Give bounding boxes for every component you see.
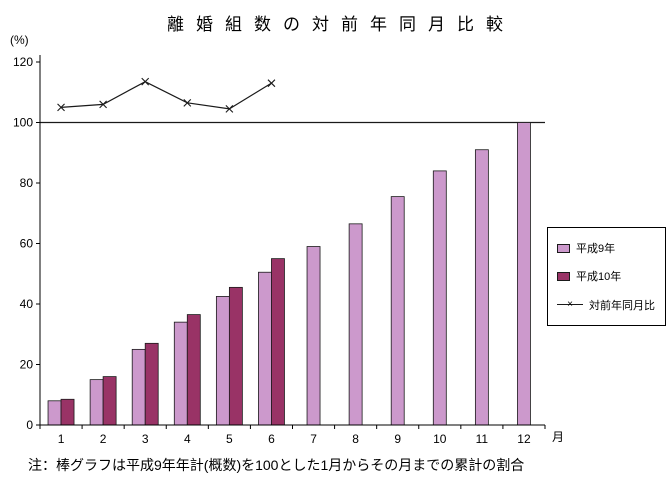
x-tick-label: 9 bbox=[394, 432, 401, 446]
bar bbox=[173, 321, 188, 426]
x-marker-icon bbox=[267, 79, 276, 88]
x-marker-icon bbox=[99, 100, 108, 109]
x-marker-icon: × bbox=[567, 299, 573, 311]
ratio-line bbox=[60, 80, 272, 110]
legend: 平成9年 平成10年 × 対前年同月比 bbox=[547, 227, 666, 326]
legend-label-ratio: 対前年同月比 bbox=[589, 299, 655, 312]
y-tick-label: 100 bbox=[13, 116, 33, 130]
bar bbox=[102, 376, 117, 426]
legend-label-heisei9: 平成9年 bbox=[576, 243, 616, 256]
x-tick-label: 3 bbox=[142, 432, 149, 446]
x-tick-label: 1 bbox=[58, 432, 65, 446]
y-tick-label: 20 bbox=[20, 358, 34, 372]
x-marker-icon bbox=[141, 77, 150, 86]
bar bbox=[144, 342, 159, 426]
x-tick-label: 12 bbox=[517, 432, 531, 446]
x-marker-icon bbox=[57, 103, 65, 112]
bar bbox=[517, 122, 531, 426]
x-tick-label: 5 bbox=[226, 432, 233, 446]
bar bbox=[258, 271, 272, 426]
y-tick-label: 60 bbox=[20, 237, 34, 251]
footnote: 注：棒グラフは平成9年年計(概数)を100とした1月からその月までの累計の割合 bbox=[28, 457, 525, 473]
bar bbox=[390, 196, 405, 426]
bar bbox=[432, 170, 447, 426]
bar bbox=[186, 314, 201, 426]
x-marker-icon bbox=[225, 104, 234, 113]
bar bbox=[131, 348, 146, 426]
legend-line-icon bbox=[557, 304, 583, 306]
legend-item-ratio: × 対前年同月比 bbox=[557, 297, 665, 313]
bar bbox=[60, 398, 75, 426]
bar bbox=[474, 149, 489, 426]
legend-label-heisei10: 平成10年 bbox=[576, 271, 622, 284]
y-tick-label: 0 bbox=[26, 418, 33, 432]
x-tick-label: 2 bbox=[100, 432, 107, 446]
x-tick-label: 6 bbox=[268, 432, 275, 446]
y-tick-label: 80 bbox=[20, 176, 34, 190]
x-marker-icon bbox=[183, 98, 192, 107]
bar bbox=[47, 400, 62, 426]
bar bbox=[228, 286, 243, 426]
legend-item-heisei10: 平成10年 bbox=[557, 268, 665, 284]
x-axis-unit-label: 月 bbox=[552, 430, 565, 444]
y-tick-label: 120 bbox=[13, 55, 33, 69]
y-axis-unit-label: (%) bbox=[10, 33, 29, 47]
x-tick-label: 11 bbox=[476, 432, 489, 446]
x-tick-label: 4 bbox=[184, 432, 191, 446]
bar bbox=[271, 258, 285, 426]
x-tick-label: 7 bbox=[310, 432, 317, 446]
bar bbox=[306, 246, 321, 426]
legend-swatch-line-x-icon: × bbox=[557, 299, 583, 310]
legend-item-heisei9: 平成9年 bbox=[557, 240, 665, 256]
bar bbox=[89, 379, 104, 426]
x-tick-label: 10 bbox=[433, 432, 447, 446]
y-tick-label: 40 bbox=[20, 297, 34, 311]
legend-swatch-heisei10 bbox=[557, 271, 570, 281]
x-tick-label: 8 bbox=[352, 432, 359, 446]
chart-title: 離婚組数の対前年同月比較 bbox=[167, 15, 515, 34]
legend-swatch-heisei9 bbox=[557, 243, 570, 253]
bar bbox=[215, 296, 230, 426]
bar bbox=[348, 223, 363, 426]
